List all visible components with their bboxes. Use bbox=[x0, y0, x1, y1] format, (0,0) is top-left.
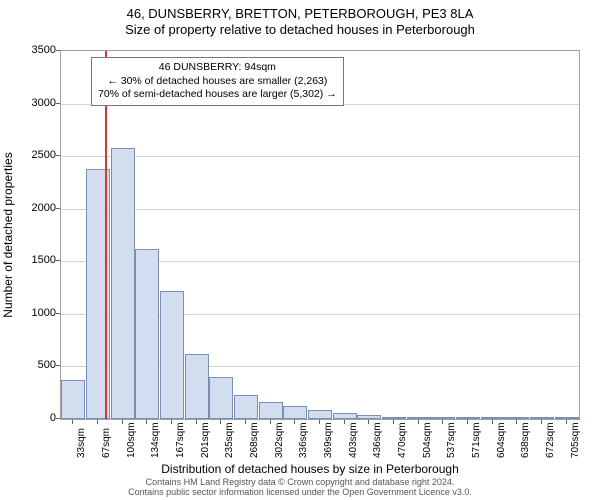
x-tick-mark bbox=[97, 420, 98, 424]
info-box: 46 DUNSBERRY: 94sqm ← 30% of detached ho… bbox=[91, 57, 344, 106]
plot-area: 46 DUNSBERRY: 94sqm ← 30% of detached ho… bbox=[60, 50, 580, 420]
histogram-bar bbox=[333, 413, 357, 419]
title-line-2: Size of property relative to detached ho… bbox=[0, 22, 600, 38]
y-tick-mark bbox=[56, 50, 60, 51]
info-box-line-1: 46 DUNSBERRY: 94sqm bbox=[98, 61, 337, 75]
y-tick-mark bbox=[56, 260, 60, 261]
grid-line bbox=[61, 156, 579, 157]
histogram-bar bbox=[407, 417, 431, 419]
histogram-bar bbox=[555, 417, 579, 419]
title-line-1: 46, DUNSBERRY, BRETTON, PETERBOROUGH, PE… bbox=[0, 6, 600, 22]
y-tick-mark bbox=[56, 313, 60, 314]
y-tick-label: 1500 bbox=[6, 254, 56, 266]
x-tick-mark bbox=[442, 420, 443, 424]
grid-line bbox=[61, 209, 579, 210]
x-tick-label: 33sqm bbox=[76, 428, 87, 458]
x-tick-label: 436sqm bbox=[372, 422, 383, 458]
histogram-bar bbox=[283, 406, 307, 419]
footer-line-2: Contains public sector information licen… bbox=[0, 488, 600, 498]
y-tick-label: 3500 bbox=[6, 44, 56, 56]
x-axis-label: Distribution of detached houses by size … bbox=[10, 462, 600, 476]
x-tick-mark bbox=[566, 420, 567, 424]
histogram-bar bbox=[357, 415, 381, 419]
histogram-bar bbox=[308, 410, 332, 419]
x-tick-mark bbox=[516, 420, 517, 424]
x-tick-mark bbox=[368, 420, 369, 424]
x-tick-label: 672sqm bbox=[545, 422, 556, 458]
x-tick-label: 134sqm bbox=[150, 422, 161, 458]
x-tick-label: 604sqm bbox=[496, 422, 507, 458]
x-tick-mark bbox=[245, 420, 246, 424]
x-tick-label: 302sqm bbox=[274, 422, 285, 458]
x-tick-label: 67sqm bbox=[101, 428, 112, 458]
histogram-bar bbox=[209, 377, 233, 419]
chart-container: 46, DUNSBERRY, BRETTON, PETERBOROUGH, PE… bbox=[0, 0, 600, 500]
x-tick-label: 167sqm bbox=[175, 422, 186, 458]
histogram-bar bbox=[135, 249, 159, 419]
histogram-bar bbox=[61, 380, 85, 419]
x-tick-mark bbox=[319, 420, 320, 424]
x-tick-label: 201sqm bbox=[200, 422, 211, 458]
x-tick-mark bbox=[393, 420, 394, 424]
x-tick-label: 369sqm bbox=[323, 422, 334, 458]
x-tick-mark bbox=[541, 420, 542, 424]
x-tick-mark bbox=[146, 420, 147, 424]
histogram-bar bbox=[382, 417, 406, 419]
y-tick-mark bbox=[56, 418, 60, 419]
x-tick-label: 268sqm bbox=[249, 422, 260, 458]
info-box-line-2: ← 30% of detached houses are smaller (2,… bbox=[98, 75, 337, 89]
x-tick-label: 537sqm bbox=[446, 422, 457, 458]
info-box-line-3: 70% of semi-detached houses are larger (… bbox=[98, 88, 337, 102]
x-tick-mark bbox=[270, 420, 271, 424]
x-tick-label: 504sqm bbox=[422, 422, 433, 458]
x-tick-mark bbox=[122, 420, 123, 424]
chart-title-block: 46, DUNSBERRY, BRETTON, PETERBOROUGH, PE… bbox=[0, 0, 600, 39]
x-tick-label: 638sqm bbox=[520, 422, 531, 458]
x-tick-mark bbox=[171, 420, 172, 424]
x-tick-label: 403sqm bbox=[348, 422, 359, 458]
x-tick-mark bbox=[418, 420, 419, 424]
x-tick-label: 571sqm bbox=[471, 422, 482, 458]
histogram-bar bbox=[431, 417, 455, 419]
y-tick-label: 500 bbox=[6, 359, 56, 371]
y-tick-mark bbox=[56, 155, 60, 156]
histogram-bar bbox=[234, 395, 258, 419]
x-tick-label: 470sqm bbox=[397, 422, 408, 458]
footer: Contains HM Land Registry data © Crown c… bbox=[0, 478, 600, 498]
histogram-bar bbox=[456, 417, 480, 419]
y-tick-label: 2000 bbox=[6, 202, 56, 214]
histogram-bar bbox=[530, 417, 554, 419]
x-tick-mark bbox=[344, 420, 345, 424]
x-tick-mark bbox=[72, 420, 73, 424]
x-tick-label: 100sqm bbox=[126, 422, 137, 458]
y-tick-label: 0 bbox=[6, 412, 56, 424]
x-tick-mark bbox=[492, 420, 493, 424]
histogram-bar bbox=[160, 291, 184, 419]
histogram-bar bbox=[185, 354, 209, 419]
x-tick-label: 235sqm bbox=[224, 422, 235, 458]
x-tick-mark bbox=[294, 420, 295, 424]
histogram-bar bbox=[481, 417, 505, 419]
histogram-bar bbox=[111, 148, 135, 419]
y-tick-label: 3000 bbox=[6, 97, 56, 109]
y-tick-mark bbox=[56, 365, 60, 366]
y-tick-mark bbox=[56, 208, 60, 209]
histogram-bar bbox=[505, 417, 529, 419]
x-tick-mark bbox=[196, 420, 197, 424]
y-tick-mark bbox=[56, 103, 60, 104]
y-axis-label: Number of detached properties bbox=[1, 152, 15, 317]
x-tick-mark bbox=[220, 420, 221, 424]
x-tick-mark bbox=[467, 420, 468, 424]
x-tick-label: 705sqm bbox=[570, 422, 581, 458]
histogram-bar bbox=[259, 402, 283, 419]
marker-line bbox=[105, 51, 107, 419]
x-tick-label: 336sqm bbox=[298, 422, 309, 458]
y-tick-label: 1000 bbox=[6, 307, 56, 319]
y-tick-label: 2500 bbox=[6, 149, 56, 161]
